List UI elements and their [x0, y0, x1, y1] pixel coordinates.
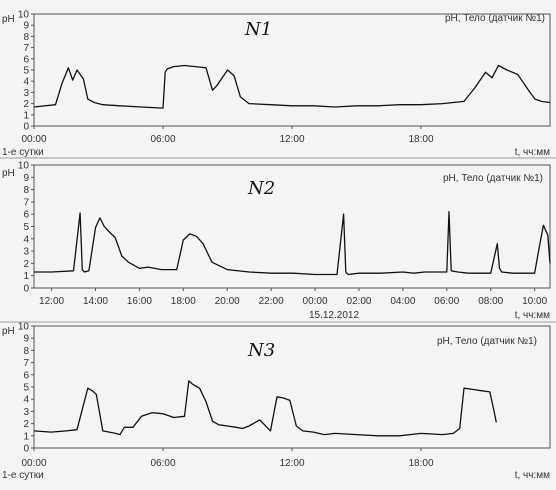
y-tick-label: 0 — [23, 122, 29, 133]
y-tick-label: 10 — [18, 322, 30, 333]
y-tick-label: 9 — [23, 173, 29, 184]
y-tick-label: 9 — [23, 21, 29, 32]
x-sub-label: 15.12.2012 — [309, 310, 359, 321]
x-tick-label: 02:00 — [346, 296, 371, 307]
x-tick-label: 12:00 — [279, 134, 304, 145]
chart-title: pH, Тело (датчик №1) — [443, 173, 543, 184]
x-tick-label: 00:00 — [21, 458, 46, 469]
x-tick-label: 00:00 — [21, 134, 46, 145]
y-tick-label: 3 — [23, 407, 29, 418]
x-tick-label: 00:00 — [303, 296, 328, 307]
x-sub-label: 1-е сутки — [2, 147, 44, 158]
y-tick-label: 9 — [23, 334, 29, 345]
y-tick-label: 6 — [23, 54, 29, 65]
y-tick-label: 4 — [23, 234, 29, 245]
y-tick-label: 6 — [23, 370, 29, 381]
y-tick-label: 1 — [23, 431, 29, 442]
x-tick-label: 22:00 — [259, 296, 284, 307]
x-tick-label: 06:00 — [150, 458, 175, 469]
y-tick-label: 7 — [23, 197, 29, 208]
chart-panel-1: pH pH, Тело (датчик №1) N1 1-е сутки t, … — [2, 10, 551, 158]
ph-series-line — [33, 64, 551, 109]
y-tick-label: 8 — [23, 346, 29, 357]
chart-annotation: N2 — [247, 178, 275, 199]
x-axis-label: t, чч:мм — [515, 147, 550, 158]
x-tick-label: 18:00 — [171, 296, 196, 307]
y-tick-label: 6 — [23, 210, 29, 221]
y-tick-label: 2 — [23, 99, 29, 110]
chart-title: pH, Тело (датчик №1) — [445, 13, 545, 24]
y-tick-label: 5 — [23, 222, 29, 233]
x-tick-label: 08:00 — [478, 296, 503, 307]
y-tick-label: 10 — [18, 10, 30, 21]
y-tick-label: 1 — [23, 271, 29, 282]
y-tick-label: 2 — [23, 419, 29, 430]
x-sub-label: 1-е сутки — [2, 470, 44, 481]
y-tick-label: 2 — [23, 259, 29, 270]
x-tick-label: 06:00 — [150, 134, 175, 145]
y-tick-label: 8 — [23, 32, 29, 43]
chart-annotation: N1 — [244, 19, 272, 40]
x-tick-label: 12:00 — [279, 458, 304, 469]
y-tick-label: 5 — [23, 383, 29, 394]
ph-series-line — [33, 380, 497, 437]
y-tick-label: 3 — [23, 88, 29, 99]
y-axis-label: pH — [2, 168, 15, 179]
y-axis-label: pH — [2, 14, 15, 25]
x-tick-label: 04:00 — [390, 296, 415, 307]
x-tick-label: 20:00 — [215, 296, 240, 307]
y-tick-label: 7 — [23, 43, 29, 54]
chart-panel-3: pH pH, Тело (датчик №1) N3 1-е сутки t, … — [2, 322, 551, 481]
y-tick-label: 4 — [23, 395, 29, 406]
chart-title: pH, Тело (датчик №1) — [437, 336, 537, 347]
x-tick-label: 18:00 — [408, 134, 433, 145]
y-tick-label: 0 — [23, 444, 29, 455]
x-tick-label: 06:00 — [434, 296, 459, 307]
x-tick-label: 18:00 — [408, 458, 433, 469]
y-tick-label: 3 — [23, 247, 29, 258]
y-tick-label: 7 — [23, 358, 29, 369]
x-tick-label: 10:00 — [522, 296, 547, 307]
y-tick-label: 4 — [23, 77, 29, 88]
chart-panel-2: pH pH, Тело (датчик №1) N2 15.12.2012 t,… — [2, 161, 551, 321]
x-tick-label: 12:00 — [39, 296, 64, 307]
y-tick-label: 5 — [23, 66, 29, 77]
y-axis-label: pH — [2, 326, 15, 337]
y-tick-label: 8 — [23, 185, 29, 196]
y-tick-label: 10 — [18, 161, 30, 172]
chart-annotation: N3 — [247, 340, 275, 361]
y-tick-label: 1 — [23, 110, 29, 121]
x-axis-label: t, чч:мм — [515, 310, 550, 321]
x-tick-label: 16:00 — [127, 296, 152, 307]
y-tick-label: 0 — [23, 284, 29, 295]
ph-series-line — [34, 211, 551, 276]
x-tick-label: 14:00 — [83, 296, 108, 307]
x-axis-label: t, чч:мм — [515, 470, 550, 481]
